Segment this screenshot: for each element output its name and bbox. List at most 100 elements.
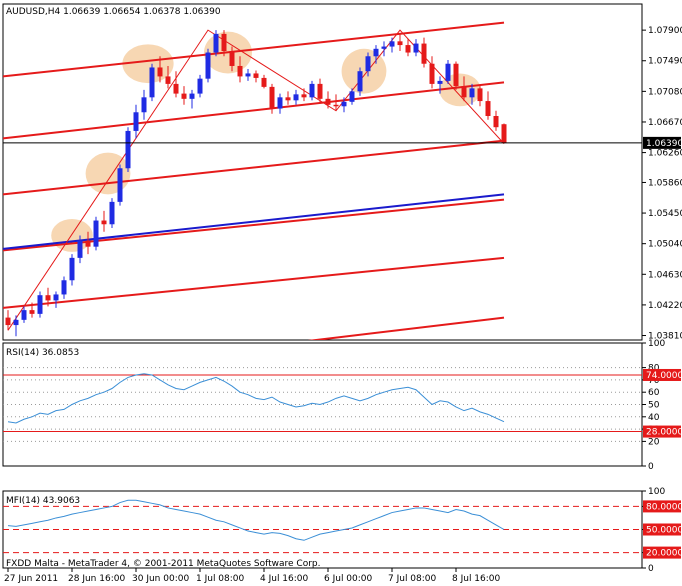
bull-candle bbox=[437, 80, 443, 84]
indicator-level-box bbox=[643, 500, 681, 513]
bull-candle bbox=[213, 33, 219, 53]
bear-candle bbox=[493, 116, 499, 128]
bull-candle bbox=[349, 91, 355, 102]
pattern-highlight-circle bbox=[439, 73, 481, 107]
indicator-tick-label: 80 bbox=[648, 364, 660, 374]
current-price-label: 1.06390 bbox=[646, 139, 682, 149]
indicator-level-label: 74.0000 bbox=[646, 371, 682, 381]
bull-candle bbox=[365, 56, 371, 72]
bull-candle bbox=[21, 310, 27, 320]
indicator-tick-label: 20 bbox=[648, 437, 660, 447]
bear-candle bbox=[317, 83, 323, 99]
bull-candle bbox=[293, 94, 299, 101]
bull-candle bbox=[381, 46, 387, 49]
bear-candle bbox=[157, 67, 163, 77]
bear-candle bbox=[229, 51, 235, 66]
bear-candle bbox=[253, 73, 259, 78]
bear-candle bbox=[325, 98, 331, 105]
price-tick-label: 1.03810 bbox=[648, 332, 682, 342]
bull-candle bbox=[373, 48, 379, 57]
channel-line bbox=[307, 316, 505, 340]
bull-candle bbox=[69, 257, 75, 281]
channel-line bbox=[3, 139, 505, 196]
time-tick-label: 6 Jul 00:00 bbox=[324, 574, 373, 584]
time-tick-label: 8 Jul 16:00 bbox=[452, 574, 501, 584]
channel-line bbox=[3, 256, 505, 309]
indicator-level-label: 50.0000 bbox=[646, 526, 682, 536]
platform-footer: FXDD Malta - MetaTrader 4, © 2001-2011 M… bbox=[6, 559, 321, 569]
price-plot-area bbox=[3, 21, 507, 340]
price-tick-label: 1.05040 bbox=[648, 240, 682, 250]
bull-candle bbox=[117, 168, 123, 202]
bull-candle bbox=[389, 41, 395, 47]
bull-candle bbox=[61, 280, 67, 295]
indicator-level-label: 20.0000 bbox=[646, 549, 682, 559]
bull-candle bbox=[277, 97, 283, 109]
time-tick-label: 27 Jun 2011 bbox=[4, 574, 58, 584]
indicator-tick-label: 0 bbox=[648, 462, 654, 472]
regression-center-line bbox=[3, 193, 505, 250]
bear-candle bbox=[165, 76, 171, 84]
bear-candle bbox=[285, 97, 291, 101]
indicator-level-box bbox=[643, 425, 681, 438]
bull-candle bbox=[53, 294, 59, 301]
price-tick-label: 1.07490 bbox=[648, 57, 682, 67]
indicator-tick-label: 100 bbox=[648, 339, 665, 349]
bear-candle bbox=[301, 94, 307, 98]
time-axis: 27 Jun 2011 28 Jun 16:00 30 Jun 00:00 1 Jul… bbox=[4, 568, 501, 584]
bull-candle bbox=[309, 83, 315, 98]
time-tick-label: 7 Jul 08:00 bbox=[388, 574, 437, 584]
main-chart-title: AUDUSD,H4 1.06639 1.06654 1.06378 1.0639… bbox=[6, 7, 221, 17]
price-panel: 1.07900 1.07490 1.07080 1.06670 1.06260 1.058… bbox=[3, 21, 682, 342]
current-price-box bbox=[643, 136, 681, 149]
mfi-indicator-title: MFI(14) 43.9063 bbox=[6, 496, 80, 506]
bear-candle bbox=[237, 65, 243, 77]
bull-candle bbox=[141, 97, 147, 113]
indicator-tick-label: 0 bbox=[648, 564, 654, 574]
bull-candle bbox=[13, 319, 19, 326]
indicator-level-box bbox=[643, 546, 681, 559]
bear-candle bbox=[453, 63, 459, 87]
bull-candle bbox=[109, 201, 115, 225]
bear-candle bbox=[181, 93, 187, 99]
bull-candle bbox=[77, 240, 83, 258]
bear-candle bbox=[477, 88, 483, 102]
indicator-line bbox=[7, 373, 505, 424]
bull-candle bbox=[357, 71, 363, 92]
indicator-tick-label: 40 bbox=[648, 413, 660, 423]
bull-candle bbox=[245, 73, 251, 77]
bear-candle bbox=[269, 86, 275, 109]
bull-candle bbox=[93, 220, 99, 247]
bull-candle bbox=[469, 88, 475, 98]
bear-candle bbox=[461, 86, 467, 98]
indicator-tick-label: 60 bbox=[648, 388, 660, 398]
time-tick-label: 30 Jun 00:00 bbox=[132, 574, 189, 584]
time-tick-label: 1 Jul 08:00 bbox=[196, 574, 245, 584]
price-tick-label: 1.04220 bbox=[648, 301, 682, 311]
price-tick-label: 1.07080 bbox=[648, 87, 682, 97]
bear-candle bbox=[5, 317, 11, 326]
price-tick-label: 1.06260 bbox=[648, 149, 682, 159]
bear-candle bbox=[173, 83, 179, 94]
bear-candle bbox=[101, 220, 107, 225]
channel-line bbox=[3, 21, 505, 78]
bear-candle bbox=[85, 240, 91, 247]
pattern-highlight-circle bbox=[85, 152, 131, 195]
bull-candle bbox=[125, 130, 131, 169]
rsi-indicator-title: RSI(14) 36.0853 bbox=[6, 348, 79, 358]
price-tick-label: 1.04630 bbox=[648, 270, 682, 280]
bear-candle bbox=[485, 101, 491, 116]
bear-candle bbox=[429, 63, 435, 84]
indicator-level-box bbox=[643, 523, 681, 536]
indicator-level-label: 80.0000 bbox=[646, 502, 682, 512]
bear-candle bbox=[397, 41, 403, 46]
time-tick-label: 28 Jun 16:00 bbox=[68, 574, 125, 584]
indicator-line bbox=[7, 499, 505, 541]
bull-candle bbox=[149, 67, 155, 98]
indicator-level-label: 28.0000 bbox=[646, 428, 682, 438]
bear-candle bbox=[421, 43, 427, 64]
indicator-tick-label: 50 bbox=[648, 401, 660, 411]
channel-line bbox=[3, 81, 505, 140]
